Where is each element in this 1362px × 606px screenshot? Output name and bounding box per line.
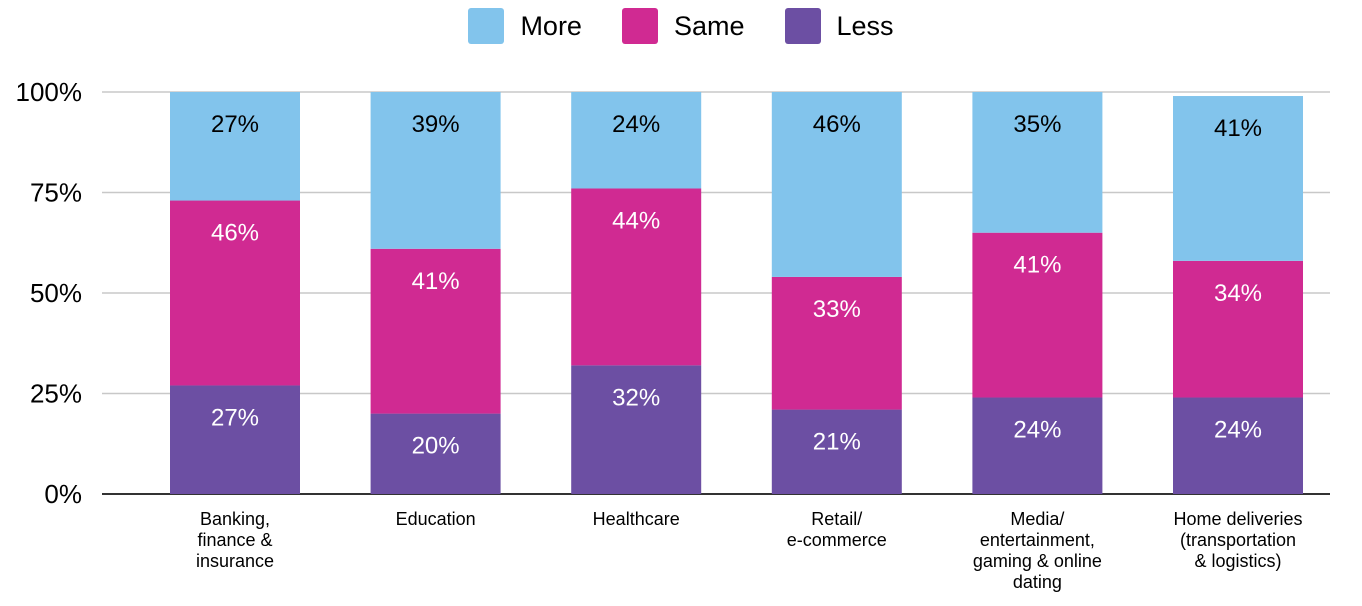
data-label: 24% <box>612 111 660 138</box>
data-label: 27% <box>211 404 259 431</box>
x-tick-label: Media/ <box>1010 509 1064 529</box>
data-label: 44% <box>612 207 660 234</box>
x-tick-label: Healthcare <box>593 509 680 529</box>
bar-segment-more <box>370 92 501 249</box>
data-label: 24% <box>1013 417 1061 444</box>
bar-segment-same <box>771 276 902 410</box>
x-tick-label: Home deliveries <box>1173 509 1302 529</box>
data-label: 33% <box>813 296 861 323</box>
legend-swatch <box>784 8 821 44</box>
data-label: 39% <box>412 111 460 138</box>
bar-segment-less <box>170 385 300 494</box>
data-label: 41% <box>412 268 460 295</box>
data-label: 46% <box>813 111 861 138</box>
bar-segment-same <box>1173 260 1303 398</box>
y-tick-label: 25% <box>30 379 82 409</box>
x-tick-label: & logistics) <box>1194 551 1281 571</box>
legend-swatch <box>468 8 505 44</box>
x-tick-label: Education <box>396 509 476 529</box>
x-tick-label: entertainment, <box>980 530 1095 550</box>
x-tick-label: Banking, <box>200 509 270 529</box>
x-tick-label: gaming & online <box>973 551 1102 571</box>
y-tick-label: 0% <box>44 479 82 509</box>
data-label: 21% <box>813 429 861 456</box>
data-label: 41% <box>1013 252 1061 279</box>
bar-segment-more <box>170 92 300 201</box>
x-tick-label: dating <box>1013 572 1062 592</box>
data-label: 27% <box>211 111 259 138</box>
bar-segment-more <box>972 92 1103 233</box>
bar-segment-same <box>972 232 1103 398</box>
bar-segment-less <box>1173 397 1303 494</box>
bar-segment-more <box>771 92 902 277</box>
legend-item-more: More <box>468 8 582 44</box>
chart-legend: More Same Less <box>0 8 1362 44</box>
bar-segment-less <box>771 409 902 494</box>
legend-swatch <box>621 8 658 44</box>
legend-label: Less <box>836 10 894 41</box>
y-tick-label: 100% <box>16 77 83 107</box>
bar-segment-more <box>1173 96 1303 261</box>
data-label: 46% <box>211 220 259 247</box>
data-label: 32% <box>612 384 660 411</box>
data-label: 20% <box>412 433 460 460</box>
data-label: 35% <box>1013 111 1061 138</box>
y-tick-label: 50% <box>30 278 82 308</box>
bar-segment-same <box>170 200 300 386</box>
legend-item-less: Less <box>784 8 894 44</box>
data-label: 41% <box>1214 115 1262 142</box>
bar-segment-same <box>571 188 702 366</box>
x-tick-label: Retail/ <box>811 509 862 529</box>
legend-label: More <box>520 10 582 41</box>
data-label: 24% <box>1214 417 1262 444</box>
bar-segment-less <box>571 365 702 494</box>
bar-segment-less <box>370 413 501 494</box>
x-tick-label: insurance <box>196 551 274 571</box>
data-label: 34% <box>1214 280 1262 307</box>
bar-segment-same <box>370 248 501 414</box>
x-tick-label: (transportation <box>1180 530 1296 550</box>
bar-segment-less <box>972 397 1103 494</box>
x-tick-label: finance & <box>197 530 272 550</box>
legend-label: Same <box>673 10 745 41</box>
x-tick-label: e-commerce <box>787 530 887 550</box>
legend-item-same: Same <box>621 8 745 44</box>
y-tick-label: 75% <box>30 178 82 208</box>
bar-segment-more <box>571 92 702 189</box>
